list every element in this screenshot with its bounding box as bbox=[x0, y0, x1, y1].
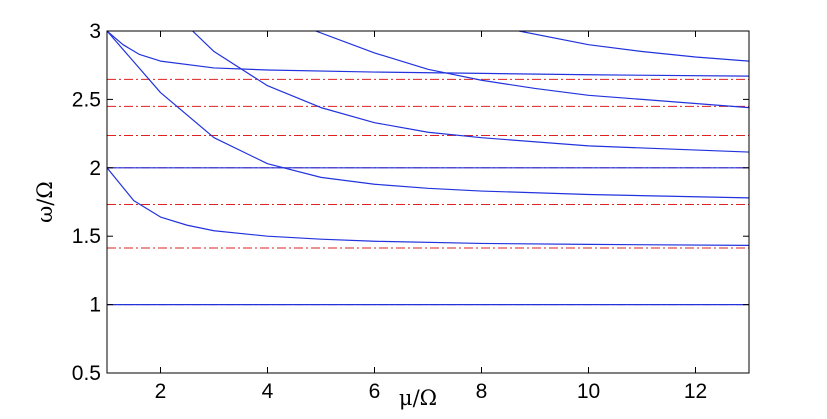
y-tick-label: 3 bbox=[89, 20, 101, 43]
x-axis-label: μ/Ω bbox=[399, 386, 437, 410]
x-tick-label: 10 bbox=[577, 380, 600, 403]
curve-6 bbox=[315, 31, 749, 109]
x-tick-label: 8 bbox=[476, 380, 488, 403]
y-axis-label: ω/Ω bbox=[33, 181, 57, 223]
x-tick-label: 2 bbox=[155, 380, 167, 403]
curves bbox=[107, 31, 749, 306]
x-tick-label: 12 bbox=[684, 380, 707, 403]
y-tick-label: 1.5 bbox=[72, 225, 101, 248]
y-tick-label: 2.5 bbox=[72, 88, 101, 111]
y-tick-label: 2 bbox=[89, 157, 101, 180]
curve-3 bbox=[107, 31, 749, 199]
y-tick-label: 1 bbox=[89, 294, 101, 317]
x-tick-label: 6 bbox=[369, 380, 381, 403]
plot-frame bbox=[106, 30, 750, 374]
curve-5 bbox=[192, 31, 749, 153]
x-tick-label: 4 bbox=[262, 380, 274, 403]
axis-ticks: 2 4 6 8 10 12 0.5 1 1.5 2 2.5 3 bbox=[72, 20, 749, 403]
curve-7 bbox=[518, 31, 749, 62]
y-tick-label: 0.5 bbox=[72, 362, 101, 385]
curve-2 bbox=[107, 167, 749, 246]
